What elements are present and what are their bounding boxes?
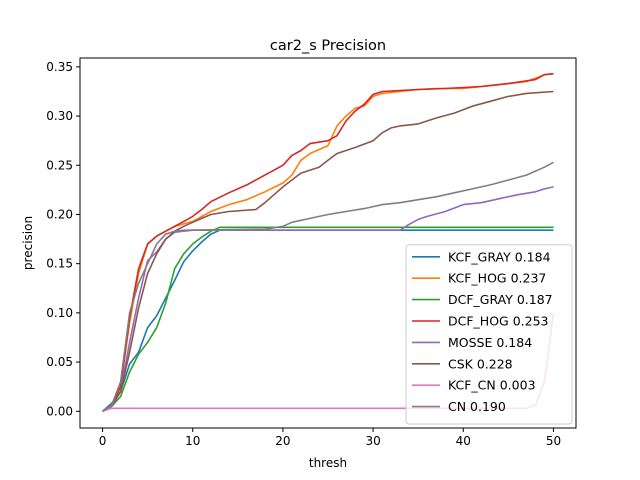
y-tick-label: 0.10 xyxy=(46,306,73,320)
series-line-3 xyxy=(102,72,554,412)
axes-frame xyxy=(79,57,577,429)
y-tick-label: 0.05 xyxy=(46,355,73,369)
legend-entry: DCF_GRAY 0.187 xyxy=(448,292,553,307)
x-axis-label: thresh xyxy=(309,456,347,470)
series-line-0 xyxy=(101,229,554,412)
x-tick-label: 40 xyxy=(456,434,471,448)
y-tick-label: 0.30 xyxy=(46,109,73,123)
legend-entry: KCF_HOG 0.237 xyxy=(448,271,546,286)
y-axis-label: precision xyxy=(21,216,35,270)
series-line-7 xyxy=(102,161,554,412)
legend-entry: CSK 0.228 xyxy=(448,356,513,371)
series-line-4 xyxy=(102,186,554,413)
x-tick-label: 30 xyxy=(365,434,380,448)
legend-box xyxy=(405,244,573,425)
chart-title: car2_s Precision xyxy=(270,38,386,54)
legend-entry: KCF_CN 0.003 xyxy=(448,378,536,393)
y-tick-label: 0.20 xyxy=(46,207,73,221)
y-tick-label: 0.15 xyxy=(46,257,73,271)
y-tick-label: 0.25 xyxy=(46,158,73,172)
y-tick-label: 0.00 xyxy=(46,404,73,418)
x-axis-ticks: 0 10 20 30 40 50 xyxy=(99,428,561,448)
x-tick-label: 0 xyxy=(99,434,107,448)
y-tick-label: 0.35 xyxy=(46,60,73,74)
legend-entry: CN 0.190 xyxy=(448,399,506,414)
x-tick-label: 20 xyxy=(275,434,290,448)
legend-entry: MOSSE 0.184 xyxy=(448,335,532,350)
legend-entry: DCF_HOG 0.253 xyxy=(448,314,548,329)
series-line-2 xyxy=(102,226,554,413)
legend-entry: KCF_GRAY 0.184 xyxy=(448,249,551,264)
x-tick-label: 50 xyxy=(546,434,561,448)
legend: KCF_GRAY 0.184 KCF_HOG 0.237 DCF_GRAY 0.18… xyxy=(405,244,573,425)
series-line-5 xyxy=(102,90,554,412)
x-tick-label: 10 xyxy=(185,434,200,448)
y-axis-ticks: 0.00 0.05 0.10 0.15 0.20 0.25 0.30 0.35 xyxy=(46,60,80,418)
